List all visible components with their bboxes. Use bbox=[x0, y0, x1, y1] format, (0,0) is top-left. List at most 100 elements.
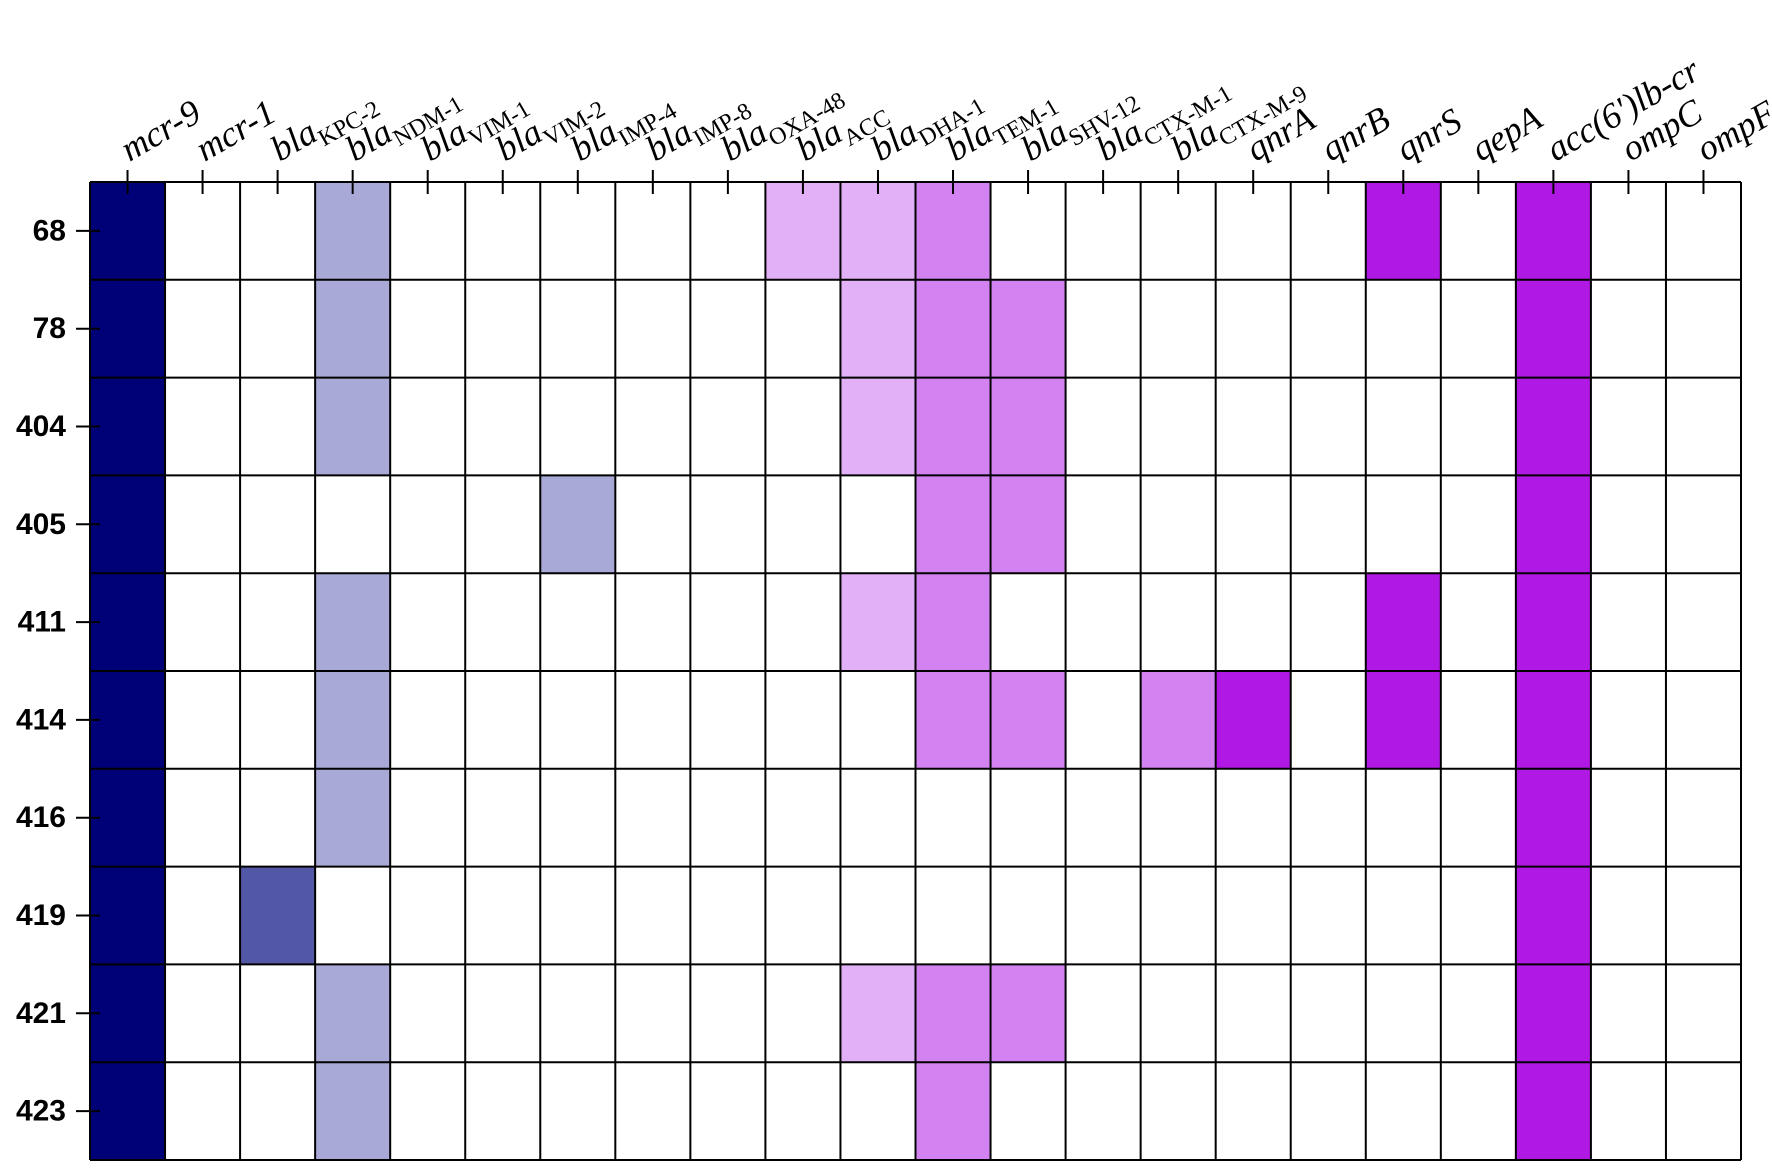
row-label-419: 419 bbox=[16, 899, 66, 932]
heatmap-cell-411-blaCTX-M-9 bbox=[1140, 573, 1217, 672]
heatmap-cell-414-blaNDM-1 bbox=[315, 671, 391, 770]
heatmap-grid bbox=[89, 181, 1742, 1161]
heatmap-cell-421-blaKPC-2 bbox=[240, 964, 316, 1063]
heatmap-cell-78-blaIMP-8 bbox=[615, 279, 691, 379]
heatmap-cell-68-blaVIM-2 bbox=[465, 182, 541, 281]
heatmap-cell-68-blaDHA-1 bbox=[840, 182, 916, 281]
heatmap-cell-414-blaCTX-M-9 bbox=[1140, 671, 1217, 770]
heatmap-cell-421-qnrS bbox=[1365, 964, 1442, 1063]
heatmap-cell-421-blaNDM-1 bbox=[315, 964, 391, 1063]
heatmap-cell-405-ompF bbox=[1665, 475, 1742, 574]
heatmap-cell-411-blaKPC-2 bbox=[240, 573, 316, 672]
heatmap-cell-419-blaKPC-2 bbox=[240, 866, 316, 965]
heatmap-cell-68-qnrA bbox=[1215, 182, 1292, 281]
heatmap-cell-416-qnrB bbox=[1290, 768, 1367, 868]
heatmap-cell-78-qepA bbox=[1440, 279, 1517, 379]
heatmap-cell-421-blaSHV-12 bbox=[990, 964, 1067, 1063]
heatmap-cell-423-mcr-1 bbox=[165, 1062, 241, 1161]
heatmap-cell-423-blaIMP-8 bbox=[615, 1062, 691, 1161]
column-label-mcr-1: mcr-1 bbox=[189, 92, 283, 169]
heatmap-cell-404-ompC bbox=[1590, 377, 1667, 476]
heatmap-cell-78-blaVIM-2 bbox=[465, 279, 541, 379]
heatmap-cell-68-mcr-9 bbox=[90, 182, 166, 281]
heatmap-cell-405-blaSHV-12 bbox=[990, 475, 1067, 574]
heatmap-cell-68-ompC bbox=[1590, 182, 1667, 281]
heatmap-cell-423-ompC bbox=[1590, 1062, 1667, 1161]
heatmap-cell-421-mcr-1 bbox=[165, 964, 241, 1063]
heatmap-cell-421-blaACC bbox=[765, 964, 841, 1063]
heatmap-cell-78-blaNDM-1 bbox=[315, 279, 391, 379]
heatmap-cell-411-blaOXA-48 bbox=[690, 573, 766, 672]
heatmap-cell-404-blaVIM-2 bbox=[465, 377, 541, 476]
heatmap-cell-421-blaDHA-1 bbox=[840, 964, 916, 1063]
heatmap-cell-414-blaIMP-8 bbox=[615, 671, 691, 770]
column-label-mcr-9: mcr-9 bbox=[114, 92, 208, 169]
heatmap-cell-404-qnrB bbox=[1290, 377, 1367, 476]
heatmap-cell-414-ompF bbox=[1665, 671, 1742, 770]
heatmap-cell-423-blaVIM-1 bbox=[390, 1062, 466, 1161]
heatmap-cell-405-blaCTX-M-9 bbox=[1140, 475, 1217, 574]
heatmap-cell-414-qnrS bbox=[1365, 671, 1442, 770]
heatmap-cell-423-qnrB bbox=[1290, 1062, 1367, 1161]
row-label-423: 423 bbox=[16, 1095, 66, 1128]
heatmap-cell-416-blaVIM-1 bbox=[390, 768, 466, 868]
heatmap-cell-78-qnrS bbox=[1365, 279, 1442, 379]
heatmap-cell-68-blaSHV-12 bbox=[990, 182, 1067, 281]
heatmap-cell-416-blaOXA-48 bbox=[690, 768, 766, 868]
heatmap-cell-414-mcr-9 bbox=[90, 671, 166, 770]
heatmap-cell-68-blaOXA-48 bbox=[690, 182, 766, 281]
row-label-414: 414 bbox=[16, 703, 66, 736]
heatmap-cell-411-acc(6')lb-cr bbox=[1515, 573, 1592, 672]
heatmap-cell-68-qnrB bbox=[1290, 182, 1367, 281]
heatmap-cell-419-blaSHV-12 bbox=[990, 866, 1067, 965]
heatmap-cell-405-blaDHA-1 bbox=[840, 475, 916, 574]
heatmap-cell-404-blaVIM-1 bbox=[390, 377, 466, 476]
heatmap-cell-421-ompC bbox=[1590, 964, 1667, 1063]
heatmap-cell-68-blaVIM-1 bbox=[390, 182, 466, 281]
heatmap-cell-405-blaVIM-1 bbox=[390, 475, 466, 574]
heatmap-cell-416-ompF bbox=[1665, 768, 1742, 868]
heatmap-cell-405-blaTEM-1 bbox=[915, 475, 992, 574]
heatmap-cell-414-qnrB bbox=[1290, 671, 1367, 770]
row-labels: 68 78 404 405 411 414 416 419 421 423 bbox=[16, 214, 66, 1127]
heatmap-cell-404-blaTEM-1 bbox=[915, 377, 992, 476]
heatmap-cell-421-blaVIM-1 bbox=[390, 964, 466, 1063]
heatmap-cell-405-blaNDM-1 bbox=[315, 475, 391, 574]
heatmap-cell-416-blaCTX-M-9 bbox=[1140, 768, 1217, 868]
heatmap-cell-423-blaNDM-1 bbox=[315, 1062, 391, 1161]
heatmap-cell-411-blaTEM-1 bbox=[915, 573, 992, 672]
heatmap-cell-423-blaSHV-12 bbox=[990, 1062, 1067, 1161]
heatmap-cell-419-blaIMP-8 bbox=[615, 866, 691, 965]
row-label-404: 404 bbox=[16, 410, 66, 443]
heatmap-cell-416-blaACC bbox=[765, 768, 841, 868]
heatmap-cell-423-blaCTX-M-1 bbox=[1065, 1062, 1142, 1161]
heatmap-cell-419-blaVIM-1 bbox=[390, 866, 466, 965]
row-label-421: 421 bbox=[16, 997, 66, 1030]
heatmap-cell-405-ompC bbox=[1590, 475, 1667, 574]
heatmap-cell-414-qnrA bbox=[1215, 671, 1292, 770]
heatmap-cell-421-blaTEM-1 bbox=[915, 964, 992, 1063]
heatmap-cell-423-qnrA bbox=[1215, 1062, 1292, 1161]
heatmap-cell-416-blaVIM-2 bbox=[465, 768, 541, 868]
heatmap-cell-411-blaNDM-1 bbox=[315, 573, 391, 672]
heatmap-cell-68-blaCTX-M-1 bbox=[1065, 182, 1142, 281]
heatmap-cell-419-blaCTX-M-1 bbox=[1065, 866, 1142, 965]
heatmap-cell-405-blaACC bbox=[765, 475, 841, 574]
heatmap-cell-411-ompF bbox=[1665, 573, 1742, 672]
heatmap-cell-78-blaACC bbox=[765, 279, 841, 379]
heatmap-cell-404-blaCTX-M-9 bbox=[1140, 377, 1217, 476]
heatmap-cell-423-blaTEM-1 bbox=[915, 1062, 992, 1161]
column-label-qnrS: qnrS bbox=[1389, 100, 1468, 169]
row-label-78: 78 bbox=[33, 312, 66, 345]
heatmap-cell-414-blaSHV-12 bbox=[990, 671, 1067, 770]
heatmap-cell-78-blaOXA-48 bbox=[690, 279, 766, 379]
heatmap-cell-421-acc(6')lb-cr bbox=[1515, 964, 1592, 1063]
heatmap-cell-68-qepA bbox=[1440, 182, 1517, 281]
heatmap-cell-423-qnrS bbox=[1365, 1062, 1442, 1161]
heatmap-cell-414-blaVIM-1 bbox=[390, 671, 466, 770]
heatmap-cell-419-blaTEM-1 bbox=[915, 866, 992, 965]
heatmap-cell-405-blaIMP-4 bbox=[540, 475, 616, 574]
heatmap-cell-416-blaDHA-1 bbox=[840, 768, 916, 868]
heatmap-cell-419-ompC bbox=[1590, 866, 1667, 965]
